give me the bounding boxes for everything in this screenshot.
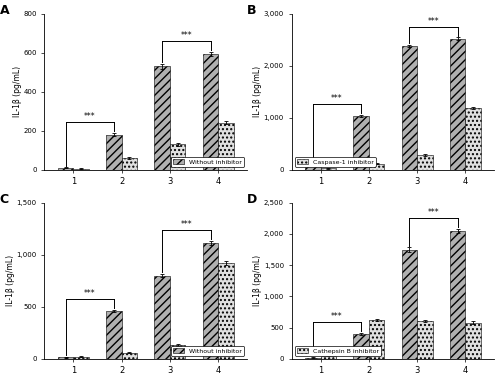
Bar [154, 275, 170, 359]
Bar [466, 323, 481, 359]
Legend: Caspase-1 inhibitor: Caspase-1 inhibitor [294, 157, 376, 166]
Bar [320, 168, 336, 170]
Text: ***: *** [84, 112, 96, 121]
Text: ***: *** [428, 208, 440, 217]
Text: ***: *** [331, 312, 343, 321]
Bar [354, 115, 369, 170]
Text: B: B [247, 4, 256, 17]
Bar [402, 250, 417, 359]
Bar [305, 162, 320, 170]
Y-axis label: IL-1β (pg/mL): IL-1β (pg/mL) [13, 66, 22, 117]
Legend: Without inhibitor: Without inhibitor [171, 157, 244, 166]
Text: A: A [0, 4, 10, 17]
Bar [122, 158, 137, 170]
Bar [170, 345, 186, 359]
Bar [450, 231, 466, 359]
Y-axis label: IL-1β (pg/mL): IL-1β (pg/mL) [253, 66, 262, 117]
Bar [58, 357, 74, 359]
Bar [417, 321, 432, 359]
Bar [218, 123, 234, 170]
Text: C: C [0, 193, 9, 206]
Text: ***: *** [180, 31, 192, 40]
Text: ***: *** [331, 94, 343, 103]
Bar [203, 243, 218, 359]
Legend: Cathepsin B inhibitor: Cathepsin B inhibitor [294, 346, 381, 356]
Y-axis label: IL-1β (pg/mL): IL-1β (pg/mL) [6, 255, 15, 306]
Bar [320, 356, 336, 359]
Bar [218, 263, 234, 359]
Bar [58, 168, 74, 170]
Bar [106, 311, 122, 359]
Bar [203, 54, 218, 170]
Bar [369, 320, 384, 359]
Y-axis label: IL-1β (pg/mL): IL-1β (pg/mL) [253, 255, 262, 306]
Bar [74, 357, 89, 359]
Text: ***: *** [84, 289, 96, 298]
Text: D: D [247, 193, 257, 206]
Bar [354, 334, 369, 359]
Bar [417, 155, 432, 170]
Bar [154, 66, 170, 170]
Bar [466, 108, 481, 170]
Bar [106, 134, 122, 170]
Legend: Without inhibitor: Without inhibitor [171, 346, 244, 356]
Bar [369, 164, 384, 170]
Bar [122, 352, 137, 359]
Bar [402, 46, 417, 170]
Bar [305, 357, 320, 359]
Bar [450, 38, 466, 170]
Bar [74, 169, 89, 170]
Bar [170, 144, 186, 170]
Text: ***: *** [428, 17, 440, 26]
Text: ***: *** [180, 220, 192, 229]
